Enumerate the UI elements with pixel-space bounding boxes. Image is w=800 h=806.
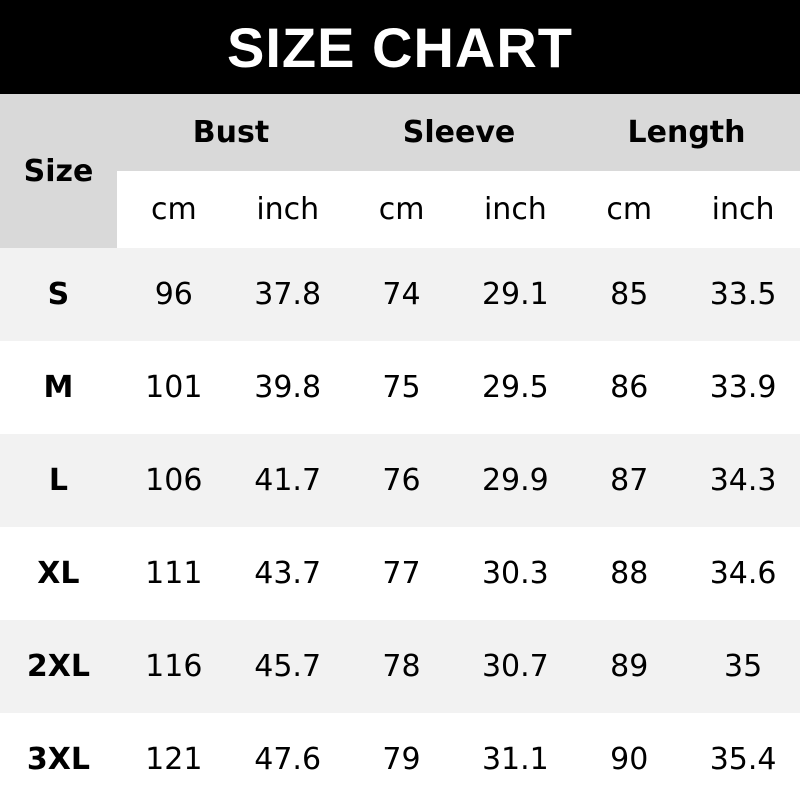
size-cell: 3XL (26, 742, 90, 777)
size-cell: XL (37, 556, 80, 591)
size-cell: M (43, 370, 74, 405)
value-cell: 43.7 (254, 556, 322, 591)
value-cell: 47.6 (254, 742, 322, 777)
table-header: Size Bust Sleeve Length cm inch cm inch … (0, 94, 800, 248)
unit-header-row: cm inch cm inch cm inch (117, 171, 800, 248)
table-row: 2XL 116 45.7 78 30.7 89 35 (0, 620, 800, 713)
value-cell: 77 (382, 556, 421, 591)
size-column-header: Size (23, 153, 94, 189)
page-title: SIZE CHART (0, 0, 800, 94)
unit-header: inch (711, 192, 775, 227)
value-cell: 78 (382, 649, 421, 684)
table-row: 3XL 121 47.6 79 31.1 90 35.4 (0, 713, 800, 806)
value-cell: 35.4 (709, 742, 777, 777)
value-cell: 75 (382, 370, 421, 405)
size-cell: 2XL (26, 649, 90, 684)
value-cell: 111 (145, 556, 203, 591)
value-cell: 33.5 (709, 277, 777, 312)
table-body: S 96 37.8 74 29.1 85 33.5 M 101 39.8 75 29.5 86 33.9 L… (0, 248, 800, 806)
value-cell: 39.8 (254, 370, 322, 405)
value-cell: 88 (610, 556, 649, 591)
size-cell: S (47, 277, 70, 312)
value-cell: 34.6 (709, 556, 777, 591)
value-cell: 106 (145, 463, 203, 498)
value-cell: 45.7 (254, 649, 322, 684)
value-cell: 29.5 (481, 370, 549, 405)
value-cell: 30.3 (481, 556, 549, 591)
unit-header: inch (483, 192, 547, 227)
value-cell: 121 (145, 742, 203, 777)
value-cell: 96 (154, 277, 193, 312)
bust-header: Bust (192, 115, 270, 150)
value-cell: 34.3 (709, 463, 777, 498)
unit-header: cm (606, 192, 653, 227)
value-cell: 31.1 (481, 742, 549, 777)
value-cell: 35 (723, 649, 763, 684)
table-row: L 106 41.7 76 29.9 87 34.3 (0, 434, 800, 527)
unit-header: inch (256, 192, 320, 227)
value-cell: 86 (610, 370, 649, 405)
value-cell: 76 (382, 463, 421, 498)
value-cell: 29.1 (481, 277, 549, 312)
sleeve-header: Sleeve (402, 115, 516, 150)
value-cell: 85 (610, 277, 649, 312)
value-cell: 90 (610, 742, 649, 777)
value-cell: 74 (382, 277, 421, 312)
unit-header: cm (151, 192, 197, 227)
value-cell: 89 (610, 649, 649, 684)
value-cell: 29.9 (481, 463, 549, 498)
value-cell: 30.7 (481, 649, 549, 684)
value-cell: 101 (145, 370, 203, 405)
table-row: XL 111 43.7 77 30.3 88 34.6 (0, 527, 800, 620)
unit-header: cm (378, 192, 425, 227)
value-cell: 79 (382, 742, 421, 777)
length-header: Length (627, 115, 746, 150)
value-cell: 33.9 (709, 370, 777, 405)
value-cell: 41.7 (254, 463, 322, 498)
table-row: S 96 37.8 74 29.1 85 33.5 (0, 248, 800, 341)
value-cell: 37.8 (254, 277, 322, 312)
value-cell: 87 (610, 463, 649, 498)
table-row: M 101 39.8 75 29.5 86 33.9 (0, 341, 800, 434)
value-cell: 116 (145, 649, 203, 684)
size-cell: L (48, 463, 68, 498)
